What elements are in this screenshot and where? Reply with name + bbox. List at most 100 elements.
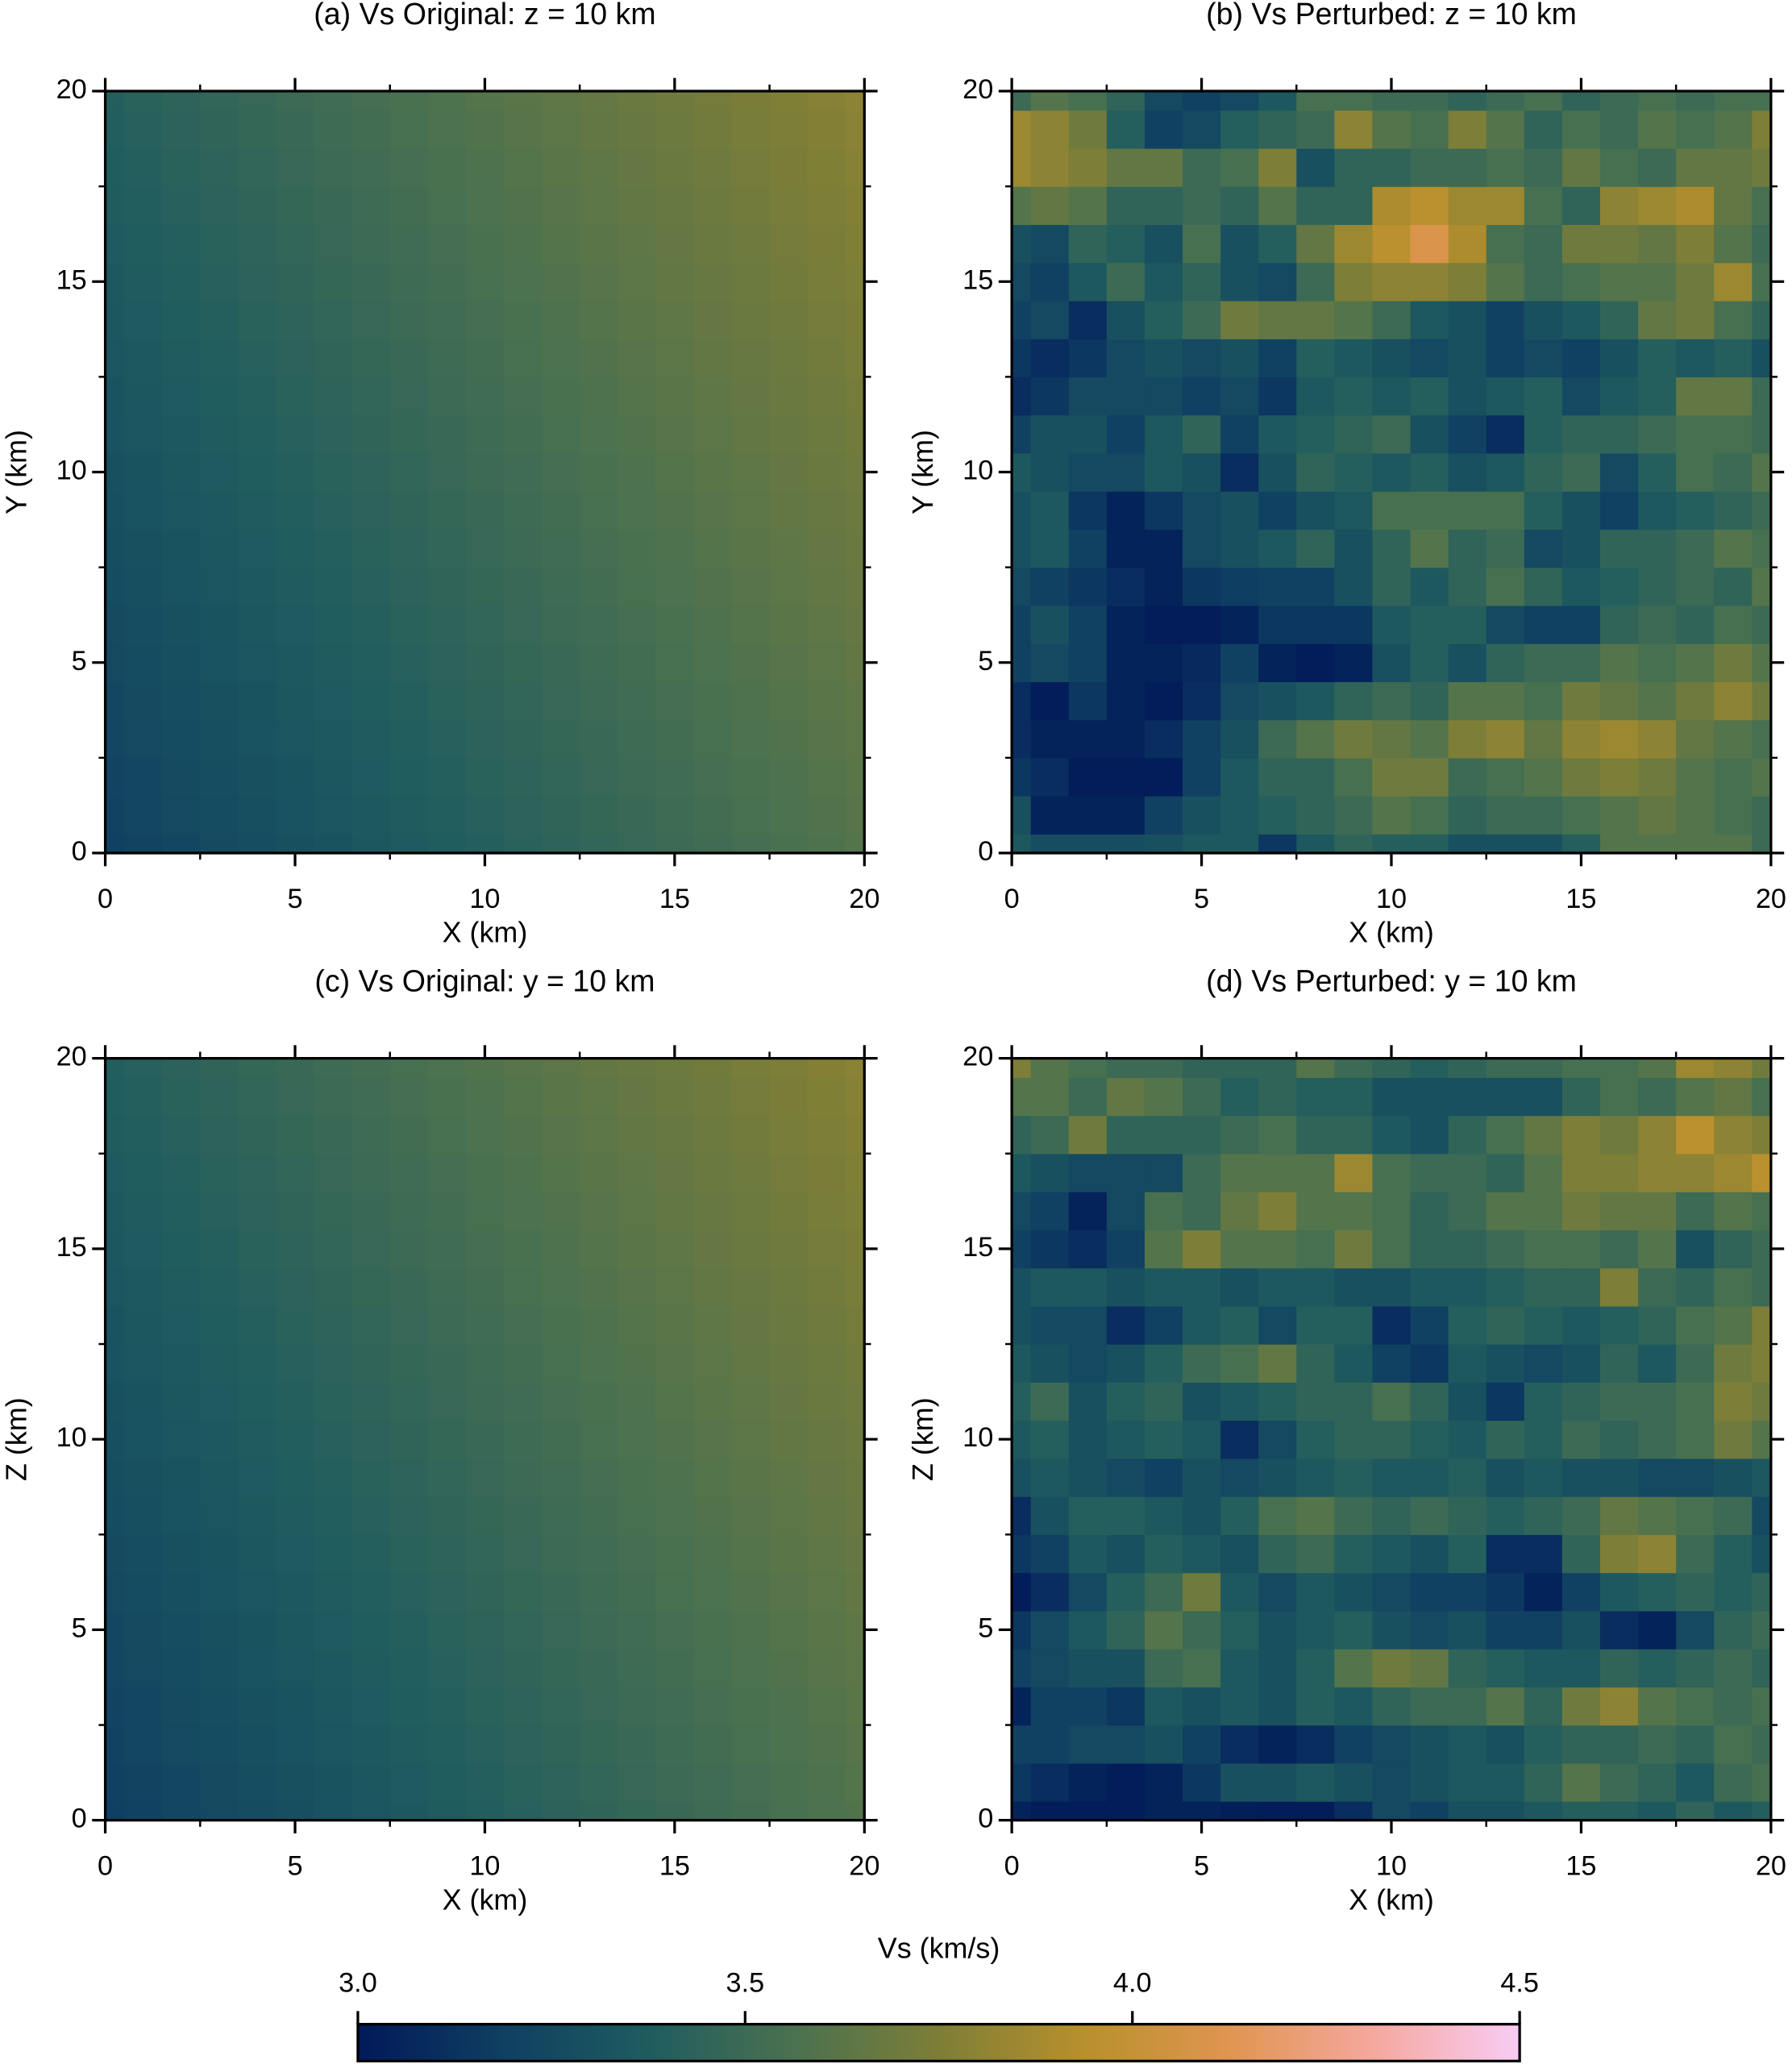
cell — [1638, 1762, 1677, 1802]
cell — [769, 1687, 809, 1726]
cell — [655, 1801, 695, 1821]
cell — [1524, 300, 1563, 339]
cell — [731, 1801, 771, 1821]
cell — [1524, 1420, 1563, 1459]
cell — [238, 1496, 277, 1535]
cell — [427, 414, 467, 454]
cell — [1144, 1610, 1183, 1650]
cell — [351, 110, 391, 149]
cell — [693, 414, 733, 454]
cell — [1448, 681, 1487, 721]
cell — [845, 1572, 865, 1612]
cell — [314, 796, 353, 835]
cell — [105, 681, 125, 721]
cell — [617, 1801, 656, 1821]
cell — [1030, 91, 1070, 111]
cell — [807, 1420, 846, 1459]
cell — [1714, 1077, 1753, 1117]
cell — [1410, 681, 1449, 721]
cell — [1486, 1382, 1525, 1421]
cell — [1183, 491, 1221, 531]
cell — [1448, 1762, 1487, 1802]
cell — [200, 796, 239, 835]
cell — [1012, 834, 1032, 854]
x-tick-label: 10 — [1376, 1850, 1407, 1881]
cell — [769, 339, 809, 378]
cell — [1012, 1649, 1032, 1687]
x-tick-label: 5 — [1194, 1850, 1209, 1881]
cell — [1372, 1610, 1412, 1650]
cell — [389, 1649, 429, 1687]
cell — [807, 719, 846, 759]
cell — [542, 1725, 580, 1764]
cell — [731, 1153, 771, 1192]
cell — [503, 681, 543, 721]
cell — [580, 681, 618, 721]
cell — [1372, 1496, 1412, 1535]
cell — [162, 1344, 201, 1383]
cell — [1638, 1192, 1677, 1230]
cell — [1410, 719, 1449, 759]
cell — [1144, 224, 1183, 264]
cell — [465, 91, 505, 111]
cell — [1296, 1192, 1336, 1230]
cell — [238, 643, 277, 683]
cell — [1486, 1230, 1525, 1269]
cell — [1012, 1115, 1032, 1155]
cell — [314, 1572, 353, 1612]
cell — [200, 719, 239, 759]
cell — [1638, 262, 1677, 302]
cell — [1561, 1610, 1601, 1650]
cell — [1486, 1496, 1525, 1535]
cell — [314, 1420, 353, 1459]
cell — [731, 529, 771, 568]
cell — [124, 1192, 163, 1230]
cell — [1524, 1267, 1563, 1307]
cell — [845, 1420, 865, 1459]
cell — [427, 91, 467, 111]
cell — [503, 567, 543, 606]
cell — [1183, 834, 1221, 854]
cell — [1372, 224, 1412, 264]
cell — [200, 262, 239, 302]
cell — [105, 605, 125, 644]
cell — [807, 1762, 846, 1802]
cell — [1561, 262, 1601, 302]
cell — [655, 1534, 695, 1574]
cell — [1012, 1420, 1032, 1459]
cell — [1030, 1382, 1070, 1421]
cell — [351, 1305, 391, 1345]
cell — [200, 452, 239, 492]
cell — [1486, 1305, 1525, 1345]
cell — [389, 1344, 429, 1383]
cell — [1220, 1115, 1259, 1155]
cell — [1144, 452, 1183, 492]
cell — [1220, 1572, 1259, 1612]
cell — [427, 1610, 467, 1650]
cell — [200, 1192, 239, 1230]
cell — [1068, 1534, 1108, 1574]
cell — [1524, 1687, 1563, 1726]
cell — [1752, 300, 1772, 339]
cell — [1012, 529, 1032, 568]
cell — [1486, 1420, 1525, 1459]
cell — [542, 1382, 580, 1421]
cell — [845, 452, 865, 492]
cell — [200, 529, 239, 568]
cell — [238, 1077, 277, 1117]
cell — [1448, 1115, 1487, 1155]
cell — [580, 186, 618, 226]
cell — [276, 414, 315, 454]
cell — [1372, 1649, 1412, 1687]
cell — [1183, 719, 1221, 759]
cell — [200, 1382, 239, 1421]
cell — [807, 339, 846, 378]
cell — [1524, 643, 1563, 683]
cell — [655, 1420, 695, 1459]
cell — [807, 262, 846, 302]
cell — [1372, 681, 1412, 721]
cell — [389, 262, 429, 302]
cell — [238, 224, 277, 264]
cell — [1183, 91, 1221, 111]
cell — [845, 91, 865, 111]
